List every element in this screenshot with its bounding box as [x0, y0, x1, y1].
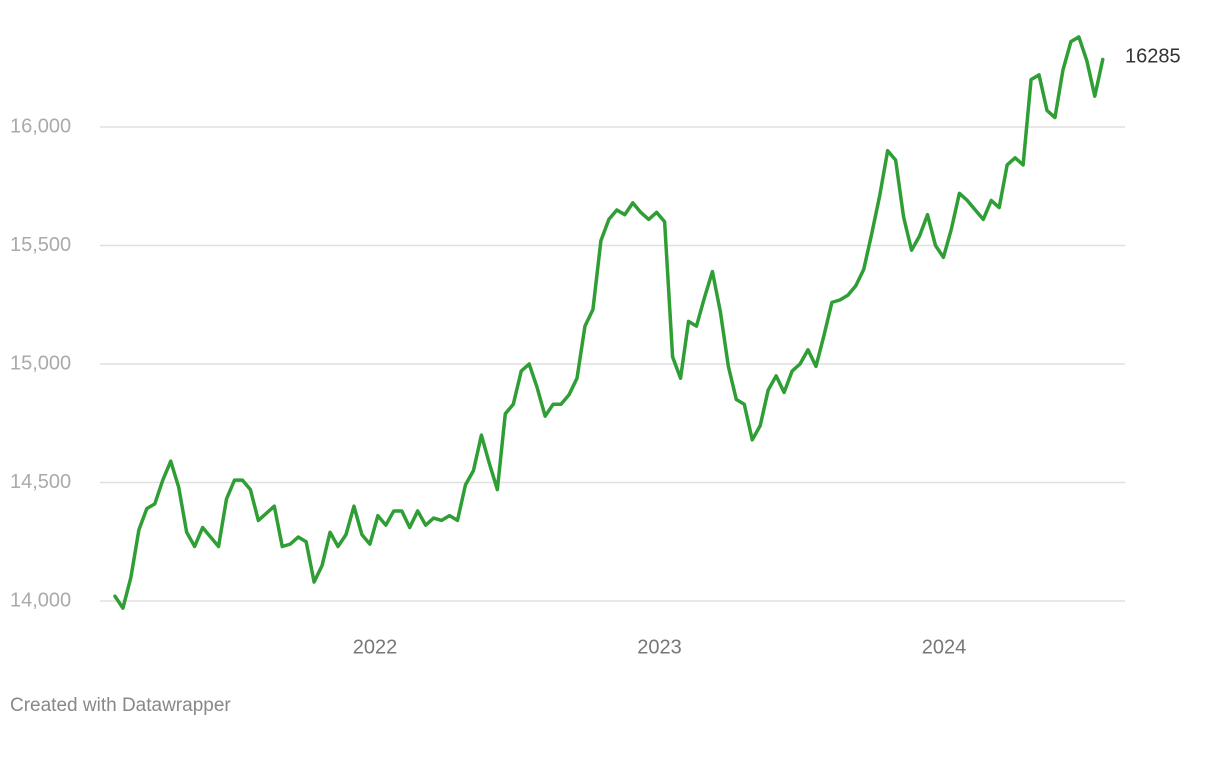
y-tick-label: 15,000	[10, 352, 71, 374]
end-value-label: 16285	[1125, 46, 1181, 68]
line	[113, 35, 1105, 610]
x-tick-label: 2024	[922, 636, 967, 658]
x-tick-label: 2023	[637, 636, 682, 658]
y-tick-label: 14,500	[10, 471, 71, 493]
credit: Created with Datawrapper	[10, 695, 231, 716]
x-tick-label: 2022	[353, 636, 398, 658]
y-tick-label: 15,500	[10, 234, 71, 256]
y-tick-label: 16,000	[10, 115, 71, 137]
y-tick-label: 14,000	[10, 589, 71, 611]
